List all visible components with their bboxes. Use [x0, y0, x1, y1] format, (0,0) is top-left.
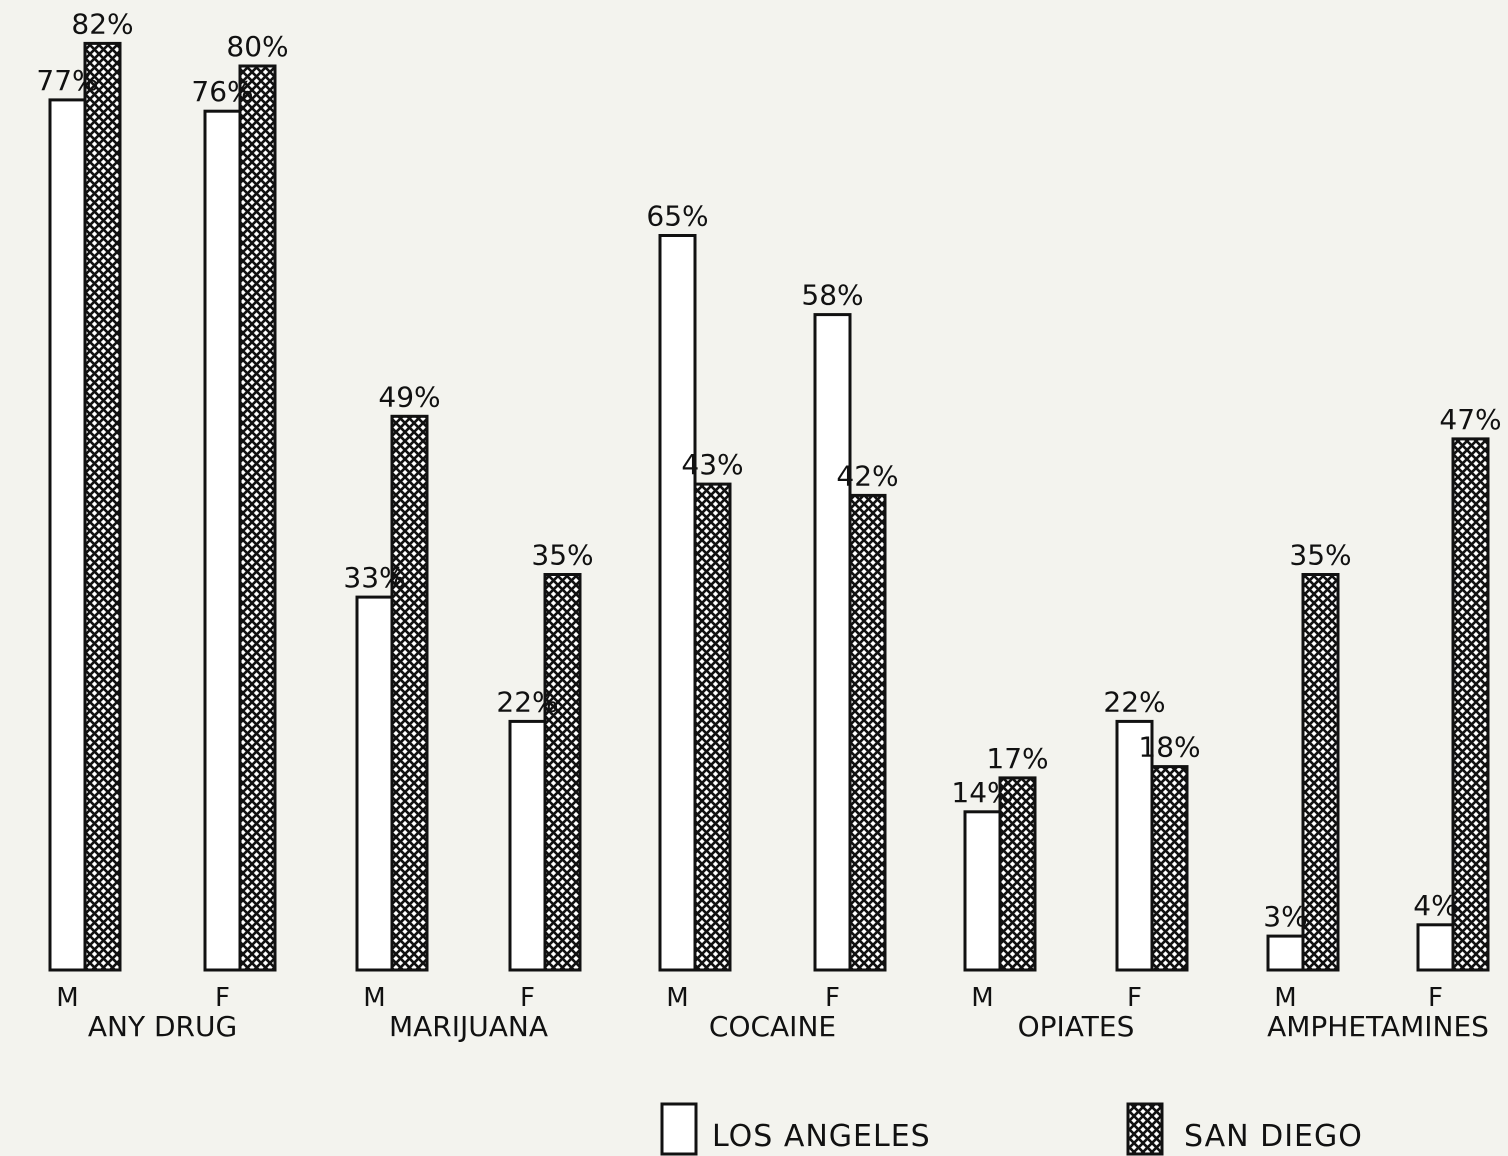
category-label-cocaine-m: M: [666, 983, 688, 1013]
legend: LOS ANGELES SAN DIEGO: [660, 1102, 1363, 1156]
category-label-marijuana-f: F: [520, 983, 535, 1013]
category-label-amphetamines-f: F: [1428, 983, 1443, 1013]
data-label-los-angeles-opiates-m: 14%: [951, 776, 1013, 809]
bar-san-diego-any-drug-f: [238, 64, 277, 972]
bar-los-angeles-amphetamines-m: [1266, 934, 1305, 972]
data-label-san-diego-opiates-f: 18%: [1138, 731, 1200, 764]
data-label-san-diego-any-drug-m: 82%: [71, 7, 133, 40]
data-label-los-angeles-marijuana-f: 22%: [496, 685, 558, 718]
data-label-los-angeles-cocaine-m: 65%: [646, 200, 708, 233]
legend-label-san-diego: SAN DIEGO: [1184, 1119, 1363, 1154]
group-label-amphetamines: AMPHETAMINES: [1267, 1010, 1489, 1043]
bar-los-angeles-amphetamines-f: [1416, 923, 1455, 972]
category-label-any-drug-m: M: [56, 983, 78, 1013]
bar-san-diego-amphetamines-m: [1301, 573, 1340, 972]
bar-los-angeles-any-drug-m: [48, 98, 87, 972]
category-label-marijuana-m: M: [363, 983, 385, 1013]
bar-san-diego-marijuana-f: [543, 573, 582, 972]
bar-los-angeles-marijuana-m: [355, 595, 394, 972]
category-label-any-drug-f: F: [215, 983, 230, 1013]
data-label-san-diego-opiates-m: 17%: [986, 742, 1048, 775]
category-label-opiates-f: F: [1127, 983, 1142, 1013]
group-label-cocaine: COCAINE: [709, 1010, 836, 1043]
group-label-any-drug: ANY DRUG: [88, 1010, 237, 1043]
data-label-los-angeles-any-drug-f: 76%: [191, 75, 253, 108]
group-label-marijuana: MARIJUANA: [389, 1010, 548, 1043]
bar-san-diego-opiates-m: [998, 776, 1037, 972]
bar-san-diego-amphetamines-f: [1451, 437, 1490, 972]
data-label-los-angeles-any-drug-m: 77%: [36, 64, 98, 97]
data-label-san-diego-amphetamines-f: 47%: [1439, 403, 1501, 436]
legend-swatch-los-angeles: [660, 1102, 698, 1156]
data-label-los-angeles-amphetamines-m: 3%: [1263, 900, 1307, 933]
data-label-san-diego-any-drug-f: 80%: [226, 30, 288, 63]
group-label-opiates: OPIATES: [1018, 1010, 1135, 1043]
bar-los-angeles-marijuana-f: [508, 719, 547, 972]
data-label-los-angeles-marijuana-m: 33%: [343, 561, 405, 594]
category-label-amphetamines-m: M: [1274, 983, 1296, 1013]
bar-los-angeles-cocaine-m: [658, 234, 697, 972]
data-label-los-angeles-cocaine-f: 58%: [801, 279, 863, 312]
bar-san-diego-marijuana-m: [390, 414, 429, 972]
bar-los-angeles-any-drug-f: [203, 109, 242, 972]
data-label-san-diego-cocaine-m: 43%: [681, 448, 743, 481]
bar-los-angeles-opiates-f: [1115, 719, 1154, 972]
category-label-cocaine-f: F: [825, 983, 840, 1013]
category-label-opiates-m: M: [971, 983, 993, 1013]
bar-los-angeles-opiates-m: [963, 810, 1002, 972]
bar-san-diego-cocaine-f: [848, 493, 887, 972]
data-label-san-diego-marijuana-f: 35%: [531, 539, 593, 572]
legend-label-los-angeles: LOS ANGELES: [712, 1119, 931, 1154]
data-label-san-diego-marijuana-m: 49%: [378, 380, 440, 413]
legend-swatch-san-diego: [1126, 1102, 1164, 1156]
data-label-san-diego-amphetamines-m: 35%: [1289, 539, 1351, 572]
bar-los-angeles-cocaine-f: [813, 313, 852, 972]
data-label-los-angeles-amphetamines-f: 4%: [1413, 889, 1457, 922]
bar-san-diego-cocaine-m: [693, 482, 732, 972]
bars-layer: [48, 41, 1490, 972]
labels-layer: 77% 82% M 76% 80% F 33% 49% M 22% 35% F 65% 43% M 58% 42…: [36, 7, 1501, 1043]
data-label-san-diego-cocaine-f: 42%: [836, 459, 898, 492]
bar-san-diego-any-drug-m: [83, 41, 122, 972]
data-label-los-angeles-opiates-f: 22%: [1103, 685, 1165, 718]
bar-san-diego-opiates-f: [1150, 765, 1189, 972]
